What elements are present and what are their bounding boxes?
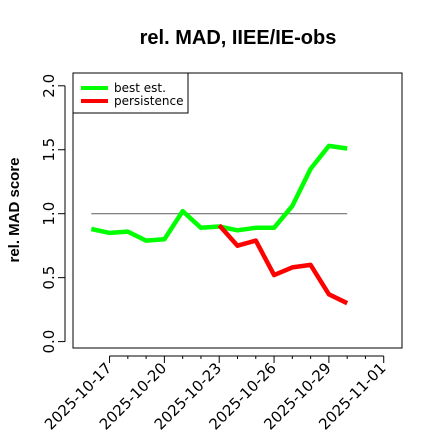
y-tick-label: 0.0 [40,330,58,354]
y-axis-label: rel. MAD score [6,157,23,262]
y-tick-label: 1.5 [40,138,58,162]
chart-title: rel. MAD, IIEE/IE-obs [140,27,337,49]
y-tick-label: 1.0 [40,202,58,226]
y-tick-label: 0.5 [40,266,58,290]
legend-box [72,72,189,114]
plot-frame [72,72,403,349]
y-tick-label: 2.0 [40,74,58,98]
series-line-persistence [217,223,349,306]
legend-label-best-est: best est. [114,81,166,95]
legend-label-persistence: persistence [114,94,183,108]
legend: best est. persistence [72,72,189,114]
